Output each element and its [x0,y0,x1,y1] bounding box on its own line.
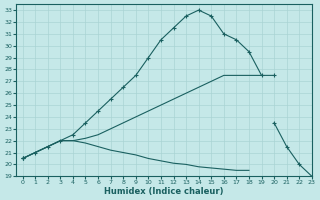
X-axis label: Humidex (Indice chaleur): Humidex (Indice chaleur) [104,187,224,196]
